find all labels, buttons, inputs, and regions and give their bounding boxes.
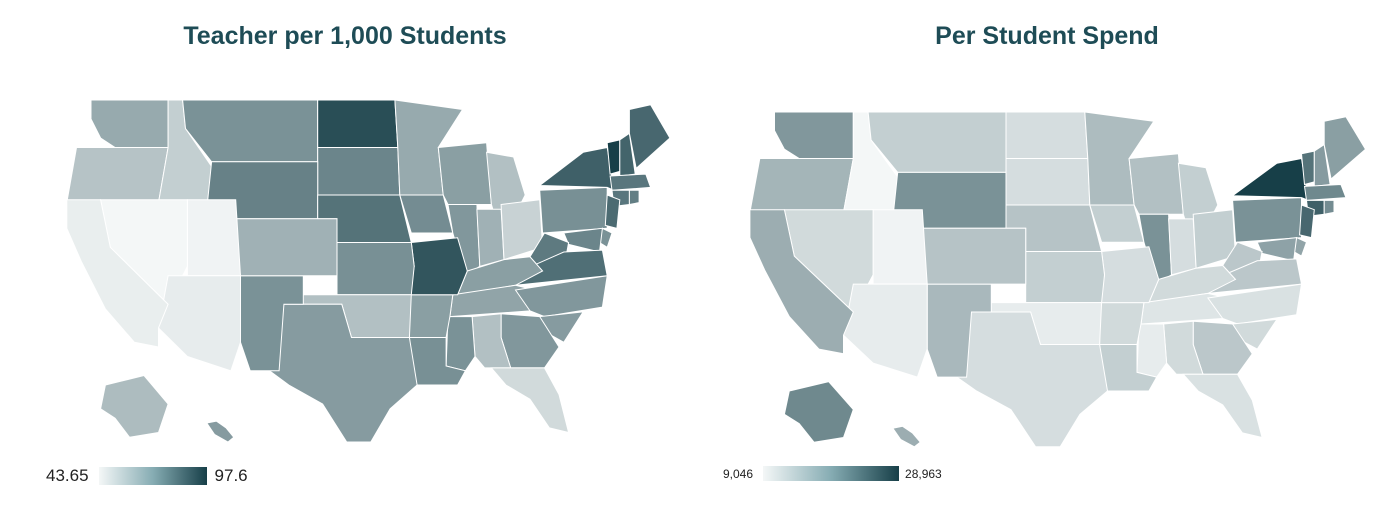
state-ut[interactable] [872,209,928,285]
state-in[interactable] [1168,218,1197,276]
state-ks[interactable] [336,242,415,296]
state-az[interactable] [157,275,241,372]
legend-min-label: 9,046 [723,466,754,481]
state-ks[interactable] [1025,251,1106,304]
state-nc[interactable] [514,275,608,318]
state-ak[interactable] [783,381,854,443]
state-ut[interactable] [186,199,242,277]
state-az[interactable] [842,283,928,378]
us-states-group [749,111,1367,448]
state-pa[interactable] [1232,197,1302,243]
state-wa[interactable] [774,111,854,159]
state-me[interactable] [1323,116,1367,180]
state-or[interactable] [66,147,169,204]
legend-gradient-bar [763,466,900,481]
state-wi[interactable] [437,142,492,205]
state-nj[interactable] [1299,204,1315,239]
state-nm[interactable] [240,275,304,372]
state-ar[interactable] [1099,302,1145,345]
state-nc[interactable] [1207,283,1303,325]
state-ri[interactable] [1323,199,1335,215]
legend-max-label: 97.6 [214,466,248,485]
state-nj[interactable] [604,194,621,229]
state-ak[interactable] [100,374,169,438]
state-ms[interactable] [445,316,476,372]
state-hi[interactable] [205,420,235,443]
state-nd[interactable] [1005,111,1089,159]
state-nh[interactable] [1313,143,1331,187]
state-md[interactable] [563,227,603,253]
spend-map-title: Per Student Spend [935,22,1159,50]
teachers-choropleth-map [66,99,671,443]
legend-gradient-bar [98,467,207,485]
state-ca[interactable] [749,209,854,355]
state-sd[interactable] [317,147,401,196]
state-ny[interactable] [1231,157,1310,202]
spend-color-legend: 9,046 28,963 [723,466,942,481]
state-or[interactable] [749,158,854,213]
state-me[interactable] [628,104,671,170]
state-wi[interactable] [1128,153,1184,215]
state-ms[interactable] [1136,323,1168,378]
state-ar[interactable] [408,294,454,338]
teachers-map-panel: Teacher per 1,000 Students 43.65 97.6 [0,0,690,526]
state-mt[interactable] [867,111,1007,173]
us-states-group [66,99,671,443]
state-hi[interactable] [891,425,922,448]
state-co[interactable] [230,218,338,277]
legend-max-label: 28,963 [905,466,942,481]
teachers-map-title: Teacher per 1,000 Students [183,22,507,50]
state-sd[interactable] [1005,158,1091,206]
state-ny[interactable] [538,146,615,192]
state-nm[interactable] [926,283,992,378]
state-in[interactable] [476,208,505,267]
state-mo[interactable] [1099,246,1160,304]
state-co[interactable] [916,227,1027,285]
state-mo[interactable] [408,237,468,296]
spend-choropleth-map [749,111,1367,448]
legend-min-label: 43.65 [46,466,89,485]
state-ca[interactable] [66,199,169,348]
spend-map-panel: Per Student Spend 9,046 28,963 [700,0,1394,526]
state-ri[interactable] [628,189,640,206]
teachers-color-legend: 43.65 97.6 [46,466,248,486]
state-mt[interactable] [182,99,319,163]
state-nh[interactable] [619,132,636,177]
state-md[interactable] [1256,237,1298,262]
state-ma[interactable] [609,173,652,191]
state-nd[interactable] [317,99,399,148]
state-pa[interactable] [539,186,608,234]
state-wa[interactable] [90,99,169,148]
state-ma[interactable] [1303,183,1347,201]
state-fl[interactable] [490,367,570,434]
state-fl[interactable] [1182,373,1263,439]
